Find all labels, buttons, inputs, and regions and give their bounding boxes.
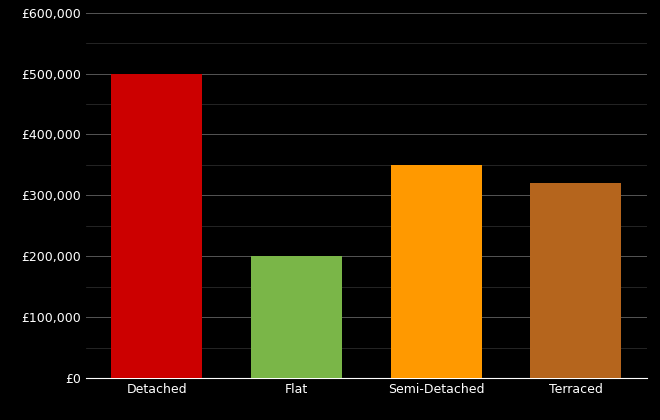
Bar xyxy=(112,74,202,378)
Bar xyxy=(391,165,482,378)
Bar xyxy=(531,183,621,378)
Bar xyxy=(251,256,342,378)
